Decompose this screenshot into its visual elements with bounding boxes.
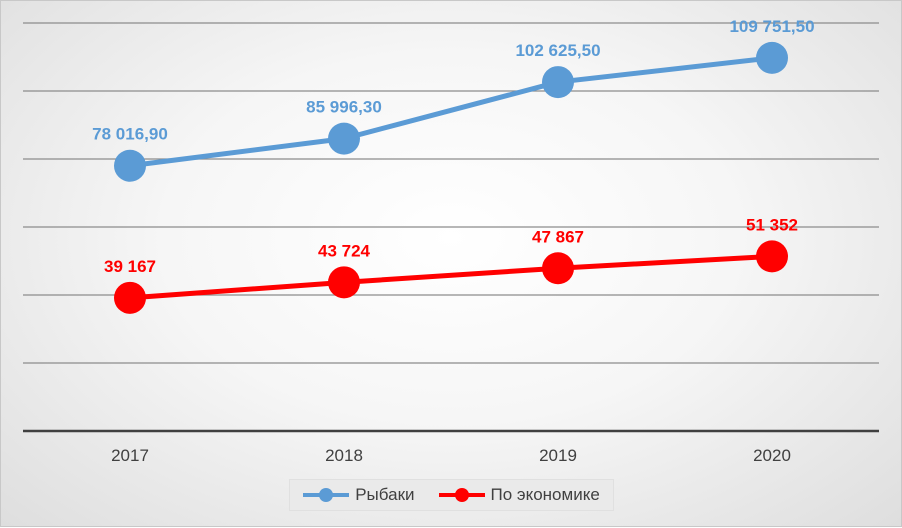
x-tick-label-2020: 2020 xyxy=(753,446,791,465)
x-tick-label-2018: 2018 xyxy=(325,446,363,465)
legend-swatch-series-2 xyxy=(438,488,485,502)
data-label-series-1-2019: 102 625,50 xyxy=(515,41,600,60)
series-line-1 xyxy=(129,55,773,169)
data-label-series-2-2018: 43 724 xyxy=(318,241,371,260)
data-label-series-2-2019: 47 867 xyxy=(532,227,584,246)
legend-label-series-2: По экономике xyxy=(490,485,600,504)
legend-item-series-1: Рыбаки xyxy=(303,485,415,505)
data-point-series-2-2017 xyxy=(114,281,146,314)
data-label-series-1-2017: 78 016,90 xyxy=(92,125,168,144)
legend-item-series-2: По экономике xyxy=(438,485,600,505)
x-tick-label-2019: 2019 xyxy=(539,446,577,465)
legend-label-series-1: Рыбаки xyxy=(355,485,415,504)
data-point-series-1-2018 xyxy=(328,122,360,155)
data-point-series-1-2017 xyxy=(114,149,146,182)
data-point-series-1-2020 xyxy=(756,41,788,74)
data-label-series-2-2017: 39 167 xyxy=(104,257,156,276)
legend-swatch-series-1 xyxy=(303,488,350,502)
data-point-series-2-2020 xyxy=(756,240,788,273)
data-point-series-2-2018 xyxy=(328,266,360,299)
series-line-2 xyxy=(129,253,773,301)
data-label-series-1-2020: 109 751,50 xyxy=(729,17,814,36)
x-tick-label-2017: 2017 xyxy=(111,446,149,465)
data-label-series-1-2018: 85 996,30 xyxy=(306,98,382,117)
legend: Рыбаки По экономике xyxy=(289,479,614,511)
data-point-series-1-2019 xyxy=(542,66,574,99)
data-point-series-2-2019 xyxy=(542,252,574,285)
data-label-series-2-2020: 51 352 xyxy=(746,215,798,234)
